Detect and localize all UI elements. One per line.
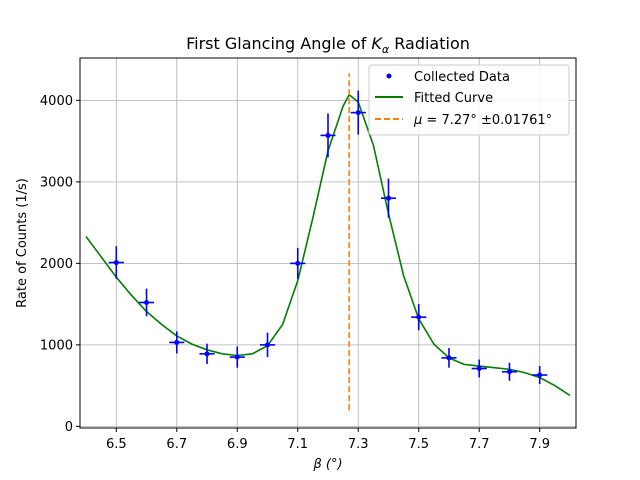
- legend-marker-collected-data: [386, 73, 392, 79]
- data-point: [537, 372, 543, 378]
- data-point: [204, 351, 210, 357]
- data-point: [174, 339, 180, 345]
- chart-title: First Glancing Angle of Kα Radiation: [186, 34, 470, 56]
- data-point: [355, 110, 361, 116]
- y-tick-label: 0: [65, 420, 73, 435]
- y-tick-label: 1000: [40, 338, 73, 353]
- data-point: [385, 195, 391, 201]
- data-point: [144, 299, 150, 305]
- data-point: [416, 314, 422, 320]
- data-point: [234, 354, 240, 360]
- x-tick-label: 7.5: [408, 437, 429, 452]
- x-tick-label: 6.7: [166, 437, 187, 452]
- data-point: [325, 132, 331, 138]
- legend-label-collected-data: Collected Data: [414, 70, 510, 85]
- data-point: [476, 366, 482, 372]
- data-point: [265, 342, 271, 348]
- y-axis: 0 1000 2000 3000 4000: [40, 94, 80, 435]
- data-point: [446, 355, 452, 361]
- legend-label-fitted-curve: Fitted Curve: [414, 91, 493, 106]
- x-tick-label: 6.5: [106, 437, 127, 452]
- y-tick-label: 4000: [40, 94, 73, 109]
- legend: Collected Data Fitted Curve μ = 7.27° ±0…: [368, 64, 570, 136]
- data-point: [113, 260, 119, 266]
- plot-frame: [79, 57, 577, 429]
- plot-content: [85, 73, 571, 411]
- legend-box: [368, 64, 570, 136]
- x-tick-label: 7.9: [529, 437, 550, 452]
- fitted-curve-line: [85, 93, 571, 397]
- y-tick-label: 3000: [40, 175, 73, 190]
- x-tick-label: 7.7: [469, 437, 490, 452]
- legend-label-mu: μ = 7.27° ±0.01761°: [413, 113, 552, 128]
- x-tick-label: 7.1: [287, 437, 308, 452]
- data-point: [295, 260, 301, 266]
- y-tick-label: 2000: [40, 257, 73, 272]
- x-axis-label: β (°): [312, 457, 342, 472]
- x-axis: 6.5 6.7 6.9 7.1 7.3 7.5 7.7 7.9: [106, 428, 550, 452]
- x-tick-label: 7.3: [348, 437, 369, 452]
- x-tick-label: 6.9: [227, 437, 248, 452]
- data-point: [506, 369, 512, 375]
- y-axis-label: Rate of Counts (1/s): [15, 178, 30, 308]
